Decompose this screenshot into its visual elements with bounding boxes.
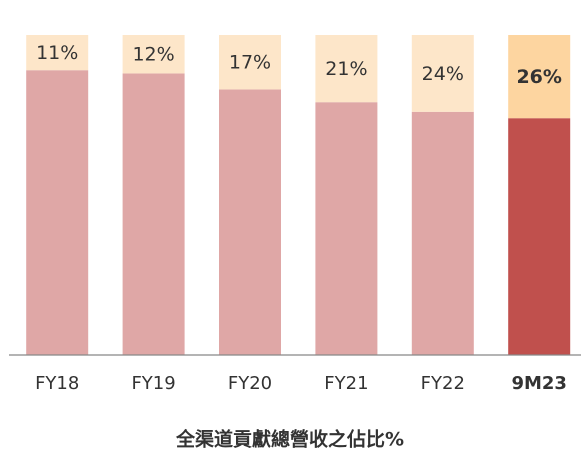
bar-segment bbox=[26, 70, 89, 355]
bar-segment bbox=[508, 35, 571, 119]
x-tick-label: FY21 bbox=[324, 373, 368, 394]
bar-segment bbox=[122, 35, 185, 74]
data-label: 17% bbox=[229, 52, 271, 74]
x-tick-label: FY20 bbox=[228, 373, 272, 394]
bar-segment bbox=[219, 35, 281, 90]
bar-segment bbox=[411, 35, 474, 112]
data-label: 26% bbox=[516, 66, 561, 88]
bar-segment bbox=[219, 89, 281, 356]
bar-segment bbox=[122, 73, 185, 356]
x-tick-label: FY18 bbox=[35, 373, 79, 394]
x-tick-label: 9M23 bbox=[511, 373, 567, 394]
bar-segment bbox=[315, 35, 378, 103]
bar-segment bbox=[315, 102, 378, 355]
bar-segment bbox=[508, 118, 571, 355]
x-tick-label: FY19 bbox=[131, 373, 175, 394]
data-label: 11% bbox=[36, 42, 78, 64]
data-label: 21% bbox=[325, 58, 367, 80]
x-tick-label: FY22 bbox=[421, 373, 465, 394]
chart-title: 全渠道貢獻總營收之佔比% bbox=[175, 428, 404, 451]
data-label: 12% bbox=[132, 44, 174, 66]
data-label: 24% bbox=[422, 63, 464, 85]
bar-segment bbox=[411, 111, 474, 355]
bar-segment bbox=[26, 35, 89, 71]
